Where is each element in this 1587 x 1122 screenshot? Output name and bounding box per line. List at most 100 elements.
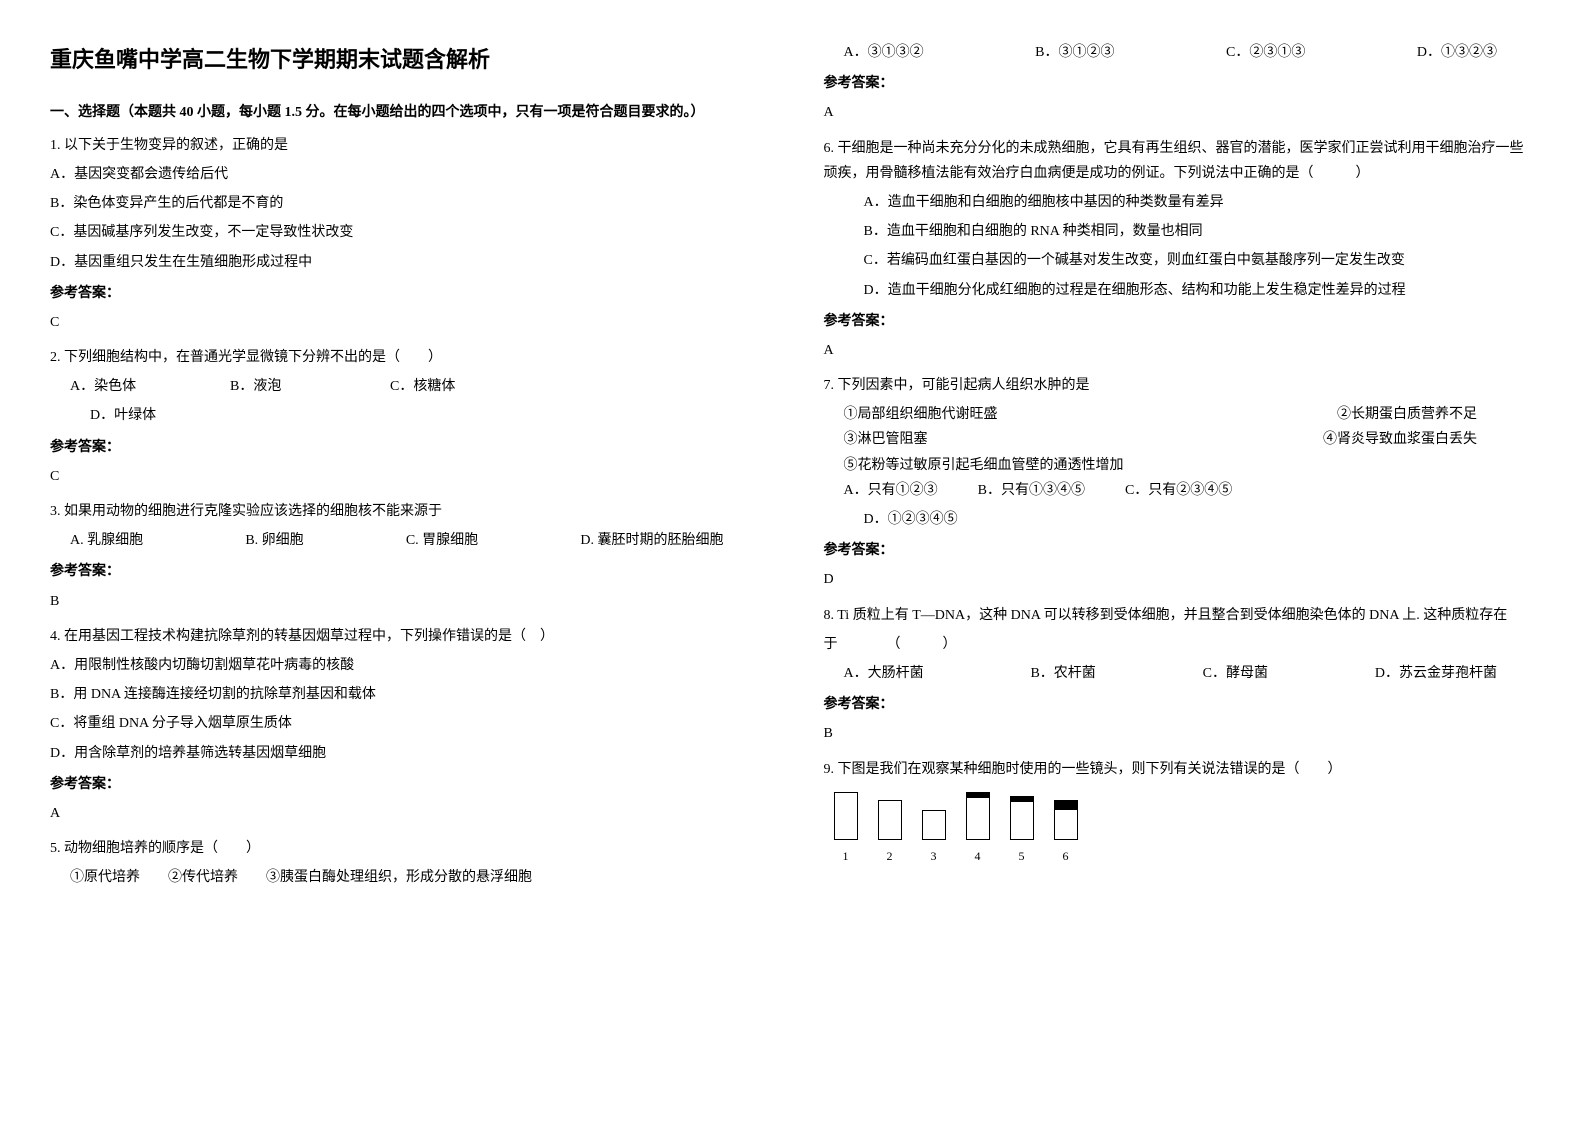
lens-diagram: 1 2 3 4 5 [824,792,1538,868]
options-row: A．③①③② B．③①②③ C．②③①③ D．①③②③ [824,40,1538,65]
lens-shape [966,792,990,840]
option-a: A．用限制性核酸内切酶切割烟草花叶病毒的核酸 [50,653,764,678]
option-b: B．农杆菌 [1030,661,1095,686]
option-c: C. 胃腺细胞 [406,528,478,553]
lens-item-5: 5 [1010,796,1034,868]
option-c: C．②③①③ [1226,40,1305,65]
right-column: A．③①③② B．③①②③ C．②③①③ D．①③②③ 参考答案： A 6. 干… [824,40,1538,898]
lens-shape [922,810,946,840]
item-1: ①局部组织细胞代谢旺盛 [844,402,998,427]
option-b: B. 卵细胞 [245,528,303,553]
question-text: 6. 干细胞是一种尚未充分分化的未成熟细胞，它具有再生组织、器官的潜能，医学家们… [824,136,1538,186]
sub-items: ①原代培养 ②传代培养 ③胰蛋白酶处理组织，形成分散的悬浮细胞 [50,865,764,890]
answer-value: D [824,567,1538,592]
lens-number: 4 [975,846,981,868]
lens-number: 3 [931,846,937,868]
option-a: A. 乳腺细胞 [70,528,143,553]
question-text: 1. 以下关于生物变异的叙述，正确的是 [50,133,764,158]
items-row-2: ③淋巴管阻塞 ④肾炎导致血浆蛋白丢失 [824,427,1538,452]
option-d: D．造血干细胞分化成红细胞的过程是在细胞形态、结构和功能上发生稳定性差异的过程 [824,278,1538,303]
lens-number: 5 [1019,846,1025,868]
options-row: A. 乳腺细胞 B. 卵细胞 C. 胃腺细胞 D. 囊胚时期的胚胎细胞 [50,528,764,553]
question-text: 4. 在用基因工程技术构建抗除草剂的转基因烟草过程中，下列操作错误的是（ ） [50,624,764,649]
question-7: 7. 下列因素中，可能引起病人组织水肿的是 ①局部组织细胞代谢旺盛 ②长期蛋白质… [824,373,1538,593]
option-b: B．用 DNA 连接酶连接经切割的抗除草剂基因和载体 [50,682,764,707]
option-d: D．①③②③ [1417,40,1497,65]
answer-value: A [824,100,1538,125]
question-2: 2. 下列细胞结构中，在普通光学显微镜下分辨不出的是（ ） A．染色体 B．液泡… [50,345,764,489]
answer-value: A [50,801,764,826]
answer-value: B [50,589,764,614]
option-a: A．染色体 [70,374,190,399]
option-b: B．液泡 [230,374,350,399]
option-c: C．核糖体 [390,374,510,399]
option-b: B．③①②③ [1035,40,1114,65]
option-b: B．染色体变异产生的后代都是不育的 [50,191,764,216]
question-1: 1. 以下关于生物变异的叙述，正确的是 A．基因突变都会遗传给后代 B．染色体变… [50,133,764,335]
page-container: 重庆鱼嘴中学高二生物下学期期末试题含解析 一、选择题（本题共 40 小题，每小题… [50,40,1537,898]
options-row: A．染色体 B．液泡 C．核糖体 [50,374,764,399]
option-b: B．造血干细胞和白细胞的 RNA 种类相同，数量也相同 [824,219,1538,244]
answer-label: 参考答案： [50,281,764,306]
options-row: A．大肠杆菌 B．农杆菌 C．酵母菌 D．苏云金芽孢杆菌 [824,661,1538,686]
answer-label: 参考答案： [824,309,1538,334]
option-d: D．用含除草剂的培养基筛选转基因烟草细胞 [50,741,764,766]
question-4: 4. 在用基因工程技术构建抗除草剂的转基因烟草过程中，下列操作错误的是（ ） A… [50,624,764,826]
question-text: 2. 下列细胞结构中，在普通光学显微镜下分辨不出的是（ ） [50,345,764,370]
option-b: B．只有①③④⑤ [978,478,1085,503]
lens-item-6: 6 [1054,800,1078,868]
answer-value: C [50,464,764,489]
question-text: 9. 下图是我们在观察某种细胞时使用的一些镜头，则下列有关说法错误的是（ ） [824,757,1538,782]
question-text: 7. 下列因素中，可能引起病人组织水肿的是 [824,373,1538,398]
answer-label: 参考答案： [824,538,1538,563]
answer-label: 参考答案： [50,559,764,584]
option-c: C．只有②③④⑤ [1125,478,1232,503]
answer-value: A [824,338,1538,363]
option-d: D. 囊胚时期的胚胎细胞 [580,528,723,553]
option-d: D．基因重组只发生在生殖细胞形成过程中 [50,250,764,275]
answer-label: 参考答案： [50,435,764,460]
answer-value: B [824,721,1538,746]
option-d: D．苏云金芽孢杆菌 [1375,661,1497,686]
lens-number: 1 [843,846,849,868]
question-6: 6. 干细胞是一种尚未充分分化的未成熟细胞，它具有再生组织、器官的潜能，医学家们… [824,136,1538,364]
lens-item-4: 4 [966,792,990,868]
left-column: 重庆鱼嘴中学高二生物下学期期末试题含解析 一、选择题（本题共 40 小题，每小题… [50,40,764,898]
lens-number: 6 [1063,846,1069,868]
answer-label: 参考答案： [50,772,764,797]
option-c: C．酵母菌 [1203,661,1268,686]
lens-number: 2 [887,846,893,868]
item-3: ③淋巴管阻塞 [844,427,928,452]
item-4: ④肾炎导致血浆蛋白丢失 [1323,427,1477,452]
item-5: ⑤花粉等过敏原引起毛细血管壁的通透性增加 [824,453,1538,478]
option-d: D．叶绿体 [50,403,764,428]
question-text: 8. Ti 质粒上有 T—DNA，这种 DNA 可以转移到受体细胞，并且整合到受… [824,603,1538,628]
options-row: A．只有①②③ B．只有①③④⑤ C．只有②③④⑤ [824,478,1538,503]
option-a: A．大肠杆菌 [844,661,924,686]
answer-value: C [50,310,764,335]
question-8: 8. Ti 质粒上有 T—DNA，这种 DNA 可以转移到受体细胞，并且整合到受… [824,603,1538,747]
option-a: A．造血干细胞和白细胞的细胞核中基因的种类数量有差异 [824,190,1538,215]
question-9: 9. 下图是我们在观察某种细胞时使用的一些镜头，则下列有关说法错误的是（ ） 1… [824,757,1538,868]
item-2: ②长期蛋白质营养不足 [1337,402,1477,427]
question-text: 3. 如果用动物的细胞进行克隆实验应该选择的细胞核不能来源于 [50,499,764,524]
lens-item-1: 1 [834,792,858,868]
lens-shape [834,792,858,840]
option-a: A．③①③② [844,40,924,65]
lens-item-3: 3 [922,810,946,868]
lens-shape [1054,800,1078,840]
answer-label: 参考答案： [824,71,1538,96]
lens-shape [878,800,902,840]
document-title: 重庆鱼嘴中学高二生物下学期期末试题含解析 [50,40,764,80]
option-a: A．只有①②③ [844,478,938,503]
question-3: 3. 如果用动物的细胞进行克隆实验应该选择的细胞核不能来源于 A. 乳腺细胞 B… [50,499,764,614]
option-d: D．①②③④⑤ [824,507,1538,532]
question-text-2: 于 （ ） [824,632,1538,657]
lens-shape [1010,796,1034,840]
option-c: C．若编码血红蛋白基因的一个碱基对发生改变，则血红蛋白中氨基酸序列一定发生改变 [824,248,1538,273]
answer-label: 参考答案： [824,692,1538,717]
question-5-continued: A．③①③② B．③①②③ C．②③①③ D．①③②③ 参考答案： A [824,40,1538,126]
option-c: C．基因碱基序列发生改变，不一定导致性状改变 [50,220,764,245]
items-row-1: ①局部组织细胞代谢旺盛 ②长期蛋白质营养不足 [824,402,1538,427]
option-a: A．基因突变都会遗传给后代 [50,162,764,187]
